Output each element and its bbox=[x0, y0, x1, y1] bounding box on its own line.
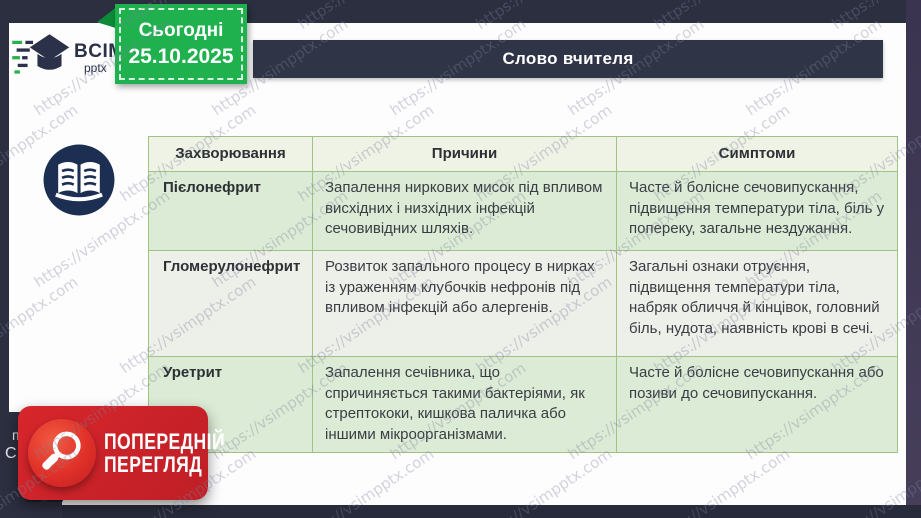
logo-text: BCIM pptx bbox=[74, 42, 125, 74]
preview-badge-line2: ПЕРЕГЛЯД bbox=[104, 452, 203, 477]
magnifier-icon bbox=[28, 419, 96, 487]
logo-sub: pptx bbox=[84, 60, 107, 75]
brand-logo: BCIM pptx bbox=[12, 32, 125, 83]
disease-symptoms: Часте й болісне сечовипускання, підвищен… bbox=[616, 171, 898, 251]
col-header-symptoms: Симптоми bbox=[616, 136, 898, 172]
disease-causes: Розвиток запального процесу в нирках із … bbox=[312, 250, 617, 357]
banner-dashed-border bbox=[119, 8, 243, 80]
preview-badge: ПОПЕРЕДНІЙ ПЕРЕГЛЯД bbox=[18, 406, 225, 500]
disease-table: Захворювання Причини Симптоми Пієлонефри… bbox=[148, 136, 898, 453]
open-book-icon bbox=[42, 143, 116, 217]
disease-name: Гломерулонефрит bbox=[148, 250, 313, 357]
table-row: Гломерулонефрит Розвиток запального проц… bbox=[148, 250, 898, 357]
disease-name: Пієлонефрит bbox=[148, 171, 313, 251]
preview-badge-text: ПОПЕРЕДНІЙ ПЕРЕГЛЯД bbox=[104, 430, 225, 476]
table-row: Пієлонефрит Запалення ниркових мисок під… bbox=[148, 171, 898, 251]
date-banner-date: 25.10.2025 bbox=[128, 44, 234, 68]
table-header-row: Захворювання Причини Симптоми bbox=[148, 136, 898, 172]
preview-badge-line1: ПОПЕРЕДНІЙ bbox=[104, 428, 225, 454]
date-banner-label: Сьогодні bbox=[138, 19, 224, 41]
table-row: Уретрит Запалення сечівника, що спричиня… bbox=[148, 356, 898, 453]
clipped-text-fragment: п bbox=[12, 427, 20, 443]
right-dark-band bbox=[906, 0, 921, 518]
date-banner: Сьогодні 25.10.2025 bbox=[115, 4, 247, 84]
col-header-disease: Захворювання bbox=[148, 136, 313, 172]
disease-symptoms: Загальні ознаки отруєння, підвищення тем… bbox=[616, 250, 898, 357]
col-header-causes: Причини bbox=[312, 136, 617, 172]
disease-causes: Запалення сечівника, що спричиняється та… bbox=[312, 356, 617, 453]
slide-title: Слово вчителя bbox=[502, 49, 634, 68]
logo-brand: BCIM bbox=[74, 40, 125, 62]
graduation-cap-icon bbox=[12, 32, 70, 83]
clipped-text-fragment: С bbox=[5, 445, 17, 462]
disease-causes: Запалення ниркових мисок під впливом вис… bbox=[312, 171, 617, 251]
slide-header-bar: Слово вчителя bbox=[253, 40, 883, 78]
disease-symptoms: Часте й болісне сечовипускання або позив… bbox=[616, 356, 898, 453]
bottom-dark-bar bbox=[0, 505, 921, 518]
